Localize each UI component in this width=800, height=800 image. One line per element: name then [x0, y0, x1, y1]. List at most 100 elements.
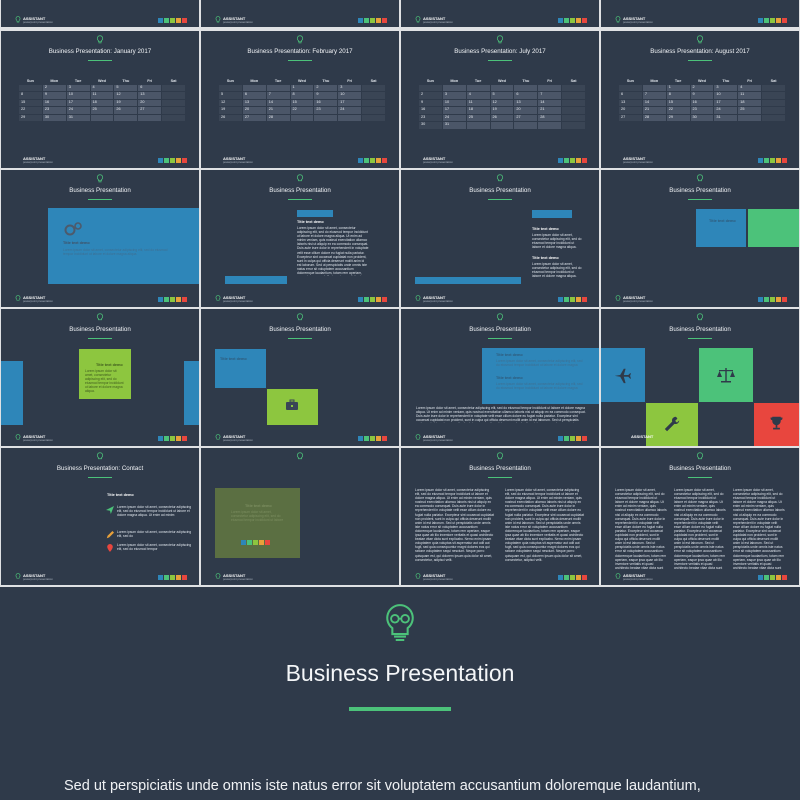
calendar-day[interactable] [161, 91, 186, 100]
calendar-day[interactable] [561, 91, 586, 100]
slide-strip-1[interactable]: ASSISTANT powerpoint presentation [1, 0, 199, 27]
calendar-day[interactable]: 14 [641, 98, 667, 107]
calendar-day[interactable]: 8 [289, 91, 315, 100]
calendar-day[interactable]: 25 [89, 106, 115, 115]
calendar-day[interactable]: 29 [18, 113, 43, 122]
calendar-day[interactable]: 12 [489, 98, 515, 107]
calendar-day[interactable] [537, 121, 563, 130]
calendar-day[interactable]: 17 [713, 98, 739, 107]
calendar-day[interactable]: 23 [418, 113, 443, 122]
slide-calendar-0[interactable]: Business Presentation: January 2017 Sun Mo… [1, 31, 199, 168]
calendar-day[interactable]: 24 [713, 106, 739, 115]
calendar-day[interactable]: 16 [313, 98, 339, 107]
calendar-day[interactable]: 6 [137, 83, 163, 92]
calendar-day[interactable]: 3 [441, 91, 467, 100]
calendar-day[interactable]: 13 [137, 91, 163, 100]
calendar-day[interactable]: 12 [113, 91, 139, 100]
calendar-day[interactable]: 11 [89, 91, 115, 100]
calendar-day[interactable] [465, 83, 491, 92]
calendar-day[interactable] [418, 83, 443, 92]
calendar-day[interactable]: 17 [337, 98, 363, 107]
calendar-day[interactable]: 3 [337, 83, 363, 92]
calendar-day[interactable]: 27 [618, 113, 643, 122]
calendar-day[interactable]: 2 [689, 83, 715, 92]
calendar-day[interactable]: 29 [665, 113, 691, 122]
calendar-day[interactable] [161, 106, 186, 115]
calendar-day[interactable]: 21 [641, 106, 667, 115]
calendar-day[interactable] [489, 83, 515, 92]
calendar-day[interactable] [761, 83, 786, 92]
calendar-day[interactable] [561, 106, 586, 115]
calendar-day[interactable]: 19 [489, 106, 515, 115]
calendar-day[interactable]: 11 [465, 98, 491, 107]
calendar-day[interactable]: 18 [89, 98, 115, 107]
slide-large-preview[interactable]: Business Presentation Sed ut perspiciati… [0, 587, 800, 800]
calendar-day[interactable]: 28 [265, 113, 291, 122]
calendar-day[interactable]: 9 [313, 91, 339, 100]
slide-calendar-3[interactable]: Business Presentation: August 2017 Sun Mon… [601, 31, 799, 168]
calendar-day[interactable]: 26 [113, 106, 139, 115]
calendar-day[interactable]: 10 [337, 91, 363, 100]
slide-calendar-2[interactable]: Business Presentation: July 2017 Sun Mon Tu… [401, 31, 599, 168]
calendar-day[interactable] [137, 113, 163, 122]
calendar-day[interactable] [761, 91, 786, 100]
calendar-day[interactable]: 11 [737, 91, 763, 100]
slide-blue-green[interactable]: Business Presentation Title text demo AS… [601, 170, 799, 307]
calendar-day[interactable] [361, 83, 386, 92]
calendar-day[interactable]: 15 [289, 98, 315, 107]
calendar-day[interactable]: 4 [89, 83, 115, 92]
calendar-day[interactable]: 24 [441, 113, 467, 122]
calendar-day[interactable]: 22 [289, 106, 315, 115]
slide-gears[interactable]: Business Presentation Title text demo Lo… [1, 170, 199, 307]
calendar-day[interactable]: 31 [65, 113, 91, 122]
calendar-day[interactable]: 27 [137, 106, 163, 115]
calendar-day[interactable] [561, 98, 586, 107]
calendar-day[interactable]: 15 [665, 98, 691, 107]
calendar-day[interactable] [537, 83, 563, 92]
calendar-day[interactable] [265, 83, 291, 92]
calendar-day[interactable]: 4 [737, 83, 763, 92]
slide-icon-grid[interactable]: Business Presentation ASSISTANT [601, 309, 799, 446]
calendar-day[interactable] [218, 83, 243, 92]
calendar-day[interactable]: 1 [665, 83, 691, 92]
calendar-day[interactable]: 30 [689, 113, 715, 122]
slide-three-columns[interactable]: Business Presentation Lorem ipsum dolor … [601, 448, 799, 585]
calendar-day[interactable]: 10 [65, 91, 91, 100]
calendar-day[interactable]: 3 [713, 83, 739, 92]
calendar-day[interactable]: 30 [418, 121, 443, 130]
calendar-day[interactable]: 9 [418, 98, 443, 107]
calendar-day[interactable] [761, 106, 786, 115]
calendar-day[interactable] [441, 83, 467, 92]
calendar-day[interactable]: 20 [137, 98, 163, 107]
calendar-day[interactable]: 14 [265, 98, 291, 107]
calendar-day[interactable]: 7 [537, 91, 563, 100]
calendar-day[interactable] [89, 113, 115, 122]
calendar-day[interactable]: 18 [465, 106, 491, 115]
calendar-day[interactable] [489, 121, 515, 130]
slide-text-blue-bar[interactable]: Business Presentation Title text demo Lo… [201, 170, 399, 307]
slide-briefcase[interactable]: Business Presentation Title text demo AS… [201, 309, 399, 446]
calendar-day[interactable]: 30 [41, 113, 67, 122]
calendar-day[interactable]: 17 [65, 98, 91, 107]
calendar-day[interactable]: 21 [537, 106, 563, 115]
calendar-day[interactable]: 23 [689, 106, 715, 115]
calendar-day[interactable] [313, 113, 339, 122]
calendar-day[interactable]: 10 [713, 91, 739, 100]
calendar-day[interactable]: 12 [218, 98, 243, 107]
calendar-day[interactable]: 19 [218, 106, 243, 115]
calendar-day[interactable]: 22 [665, 106, 691, 115]
calendar-day[interactable] [761, 113, 786, 122]
calendar-day[interactable]: 25 [465, 113, 491, 122]
calendar-day[interactable] [161, 98, 186, 107]
calendar-day[interactable] [513, 83, 539, 92]
slide-lime-center[interactable]: Business Presentation Title text demo Lo… [1, 309, 199, 446]
calendar-day[interactable]: 3 [65, 83, 91, 92]
calendar-day[interactable]: 6 [241, 91, 267, 100]
calendar-day[interactable] [161, 113, 186, 122]
calendar-day[interactable]: 5 [218, 91, 243, 100]
calendar-day[interactable] [561, 121, 586, 130]
calendar-day[interactable] [641, 83, 667, 92]
slide-strip-4[interactable]: ASSISTANT powerpoint presentation [601, 0, 799, 27]
calendar-day[interactable]: 21 [265, 106, 291, 115]
calendar-day[interactable] [289, 113, 315, 122]
